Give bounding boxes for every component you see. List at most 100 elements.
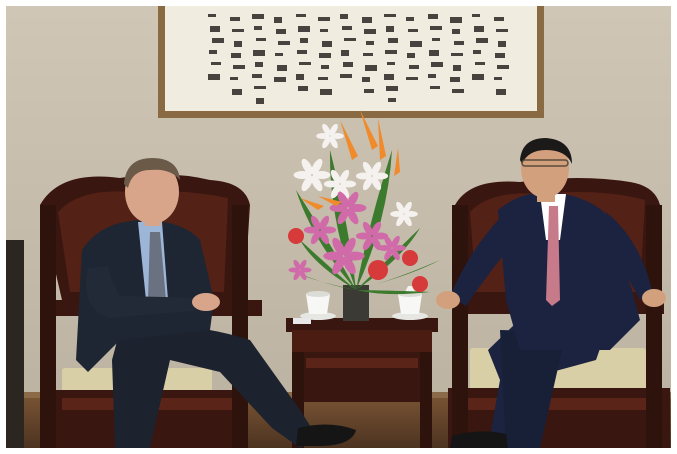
ink-stroke [254,26,262,30]
ink-stroke [300,38,308,43]
rose [288,228,304,244]
ink-stroke [430,86,440,89]
ink-stroke [384,14,396,17]
ink-stroke [432,38,440,41]
ink-stroke [230,17,240,21]
tea-cup-right [392,286,428,320]
flower-petal [343,256,356,275]
right-man-shoe [450,431,508,448]
flower-petal [344,251,365,261]
ink-stroke [388,98,396,102]
ink-stroke [386,26,394,32]
left-man-hair [124,158,180,188]
flower-petal [322,136,331,149]
flower-petal [288,267,300,273]
flower-petal [403,214,412,227]
ink-stroke [274,17,282,23]
ink-stroke [430,26,442,30]
flower-petal [337,191,349,208]
bird-of-paradise [394,148,400,176]
ink-stroke [362,17,372,23]
ink-stroke [322,41,332,47]
ink-stroke [277,65,287,71]
flower-petal [319,230,330,245]
ink-stroke [497,65,509,69]
ink-stroke [362,77,370,82]
flower-petal [362,161,373,176]
ink-stroke [344,38,356,41]
flower-petal [323,251,344,261]
flower-petal [299,270,307,281]
flower-petal [404,211,418,217]
ink-stroke [472,74,484,80]
ink-stroke [321,65,329,69]
flower-petal [396,214,405,227]
flower-petal [391,235,400,248]
ink-stroke [208,74,220,80]
flower-petal [300,267,312,273]
ink-stroke [210,26,220,32]
flower-petal [322,123,331,136]
flower-petal [390,211,404,217]
right-man-glasses [521,159,569,167]
flower-petal [371,221,382,236]
ink-stroke [275,53,283,56]
flower-petal [362,236,373,251]
ink-stroke [234,41,242,47]
ink-stroke [252,14,264,19]
ink-stroke [366,41,374,45]
right-man-tie [546,206,560,306]
flower-petal [337,208,349,225]
person-left [76,158,356,448]
flower-petal [330,169,341,184]
flower-petal [299,259,307,270]
ink-stroke [429,50,439,56]
ink-stroke [450,77,460,82]
ink-stroke [256,98,264,104]
flower-petal [348,204,367,212]
ink-stroke [410,41,422,47]
ink-stroke [340,14,348,19]
ink-stroke [255,62,263,67]
ink-stroke [209,50,217,54]
ink-stroke [385,50,397,54]
flower-petal [362,176,373,191]
flower-petal [293,270,301,281]
ink-stroke [474,26,484,32]
flower-petal [329,136,338,149]
flower-petal [293,171,312,179]
ink-stroke [365,65,377,71]
flower-petal [371,161,382,176]
bird-of-paradise [300,198,324,210]
person-right [436,138,666,448]
ink-stroke [252,74,262,78]
ink-stroke [428,74,436,78]
ink-stroke [320,89,332,95]
ink-stroke [364,29,376,34]
flower-petal [391,248,400,261]
leaf [356,150,392,290]
flower-petal [332,256,345,275]
flower-petal [330,184,341,199]
ink-stroke [495,53,505,58]
left-man-tie [148,232,166,306]
leaf [356,290,430,295]
left-man-face [125,160,179,224]
ink-stroke [256,38,266,41]
bird-of-paradise [340,120,358,160]
ink-stroke [278,41,290,45]
ink-stroke [454,41,464,45]
ink-stroke [406,17,414,21]
ink-stroke [496,89,506,95]
ink-stroke [452,89,464,93]
ink-stroke [233,65,245,69]
ink-stroke [297,50,307,54]
ink-stroke [298,26,310,32]
ink-stroke [450,17,462,23]
ink-stroke [340,74,352,78]
flower-petal [293,259,301,270]
flower-petal [323,180,340,188]
ink-stroke [232,89,242,95]
ink-stroke [296,74,304,80]
ink-stroke [208,14,216,17]
